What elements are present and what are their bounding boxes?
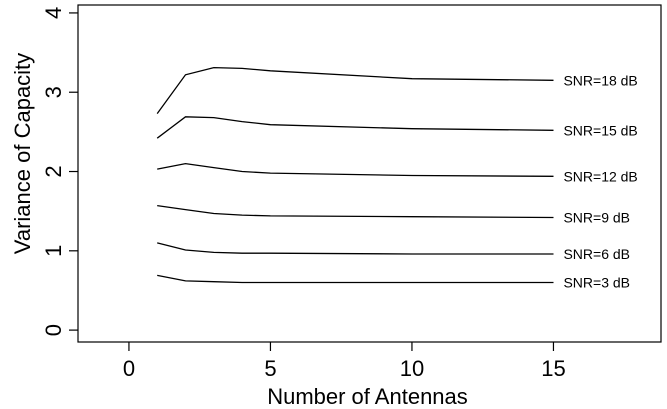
plot-frame (77, 4, 662, 343)
series-label: SNR=12 dB (563, 168, 637, 184)
series-label: SNR=3 dB (563, 275, 630, 291)
y-axis-title: Variance of Capacity (10, 53, 35, 254)
series-labels: SNR=18 dB SNR=15 dB SNR=12 dB SNR=9 dB SNR=6… (563, 72, 637, 290)
series-label: SNR=9 dB (563, 210, 630, 226)
y-tick-label: 0 (41, 324, 66, 336)
y-tick-label: 3 (41, 86, 66, 98)
series-line (157, 242, 554, 255)
series-line (156, 66, 554, 114)
series-label: SNR=6 dB (563, 246, 630, 262)
series-line (157, 162, 554, 177)
series-lines (156, 66, 554, 284)
x-tick-label: 0 (123, 356, 135, 381)
x-tick-label: 15 (541, 356, 565, 381)
y-tick-label: 2 (41, 165, 66, 177)
x-tick-label: 5 (264, 356, 276, 381)
x-tick-label: 10 (400, 356, 424, 381)
x-axis: 0 5 10 15 (123, 342, 566, 381)
series-line (157, 204, 554, 219)
y-tick-label: 1 (41, 245, 66, 257)
y-axis: 0 1 2 3 4 (41, 7, 78, 336)
series-line (157, 274, 554, 284)
x-axis-title: Number of Antennas (267, 384, 468, 409)
series-label: SNR=15 dB (563, 122, 637, 138)
series-label: SNR=18 dB (563, 72, 637, 88)
y-tick-label: 4 (41, 7, 66, 19)
series-line (156, 116, 554, 139)
